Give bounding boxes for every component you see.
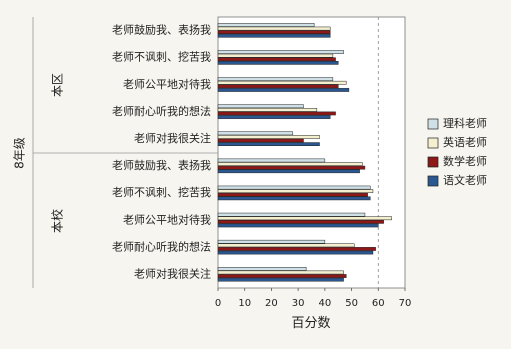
bar: [217, 57, 336, 62]
category-label: 老师鼓励我、表扬我: [112, 158, 211, 172]
category-label: 老师不讽刺、挖苦我: [112, 50, 211, 64]
bar: [217, 111, 336, 116]
bar: [217, 108, 318, 112]
bar: [217, 61, 339, 65]
category-label: 老师不讽刺、挖苦我: [112, 185, 211, 199]
bars-layer: [217, 17, 392, 288]
bar: [217, 247, 376, 251]
bar: [217, 189, 374, 194]
group-label-district: 本区: [51, 73, 65, 97]
bar: [217, 165, 366, 170]
bar: [217, 196, 371, 201]
group-axis-label: 8年级: [13, 137, 27, 169]
bar: [217, 185, 371, 190]
x-tick-label: 50: [345, 298, 358, 309]
bar: [217, 270, 344, 275]
category-label: 老师对我很关注: [134, 131, 211, 145]
x-tick-label: 60: [372, 298, 385, 309]
category-label: 老师耐心听我的想法: [112, 239, 211, 253]
legend-label: 数学老师: [443, 154, 487, 168]
bar: [217, 135, 320, 139]
legend-swatch: [427, 175, 439, 187]
bar: [217, 162, 363, 166]
ticks-layer: 0 10 20 30 40 50 60 70: [215, 288, 412, 309]
bar: [217, 80, 347, 85]
legend-swatch: [427, 118, 439, 130]
bar: [217, 250, 374, 255]
bar: [217, 243, 355, 248]
bar: [217, 216, 392, 221]
bar: [217, 239, 326, 244]
bar: [217, 277, 344, 282]
x-tick-label: 70: [399, 298, 412, 309]
category-label: 老师公平地对待我: [123, 77, 211, 91]
legend-label: 理科老师: [443, 116, 487, 130]
x-tick-label: 0: [215, 298, 221, 309]
category-label: 老师鼓励我、表扬我: [112, 23, 211, 37]
bar: [217, 30, 331, 34]
bar: [217, 104, 304, 109]
bar: [217, 138, 304, 143]
bar: [217, 169, 360, 174]
legend-swatch: [427, 156, 439, 168]
bar: [217, 192, 368, 197]
bar: [217, 50, 344, 54]
bar: [217, 26, 331, 31]
bar: [217, 142, 320, 147]
x-tick-label: 10: [238, 298, 251, 309]
category-label: 老师公平地对待我: [123, 212, 211, 226]
bar: [217, 158, 326, 163]
category-label: 老师对我很关注: [134, 266, 211, 280]
bar: [217, 212, 366, 217]
group-label-school: 本校: [50, 209, 65, 233]
legend-label: 英语老师: [443, 135, 487, 149]
bar: [217, 88, 350, 92]
bar: [217, 223, 379, 228]
bar: [217, 267, 307, 271]
bar: [217, 220, 384, 224]
category-labels: 老师鼓励我、表扬我老师不讽刺、挖苦我老师公平地对待我老师耐心听我的想法老师对我很…: [112, 23, 211, 281]
category-label: 老师耐心听我的想法: [112, 104, 211, 118]
bar: [217, 33, 331, 38]
bar: [217, 84, 339, 89]
legend-swatch: [427, 137, 439, 149]
x-tick-label: 30: [292, 298, 305, 309]
bar: [217, 77, 334, 82]
legend-label: 语文老师: [443, 173, 487, 187]
x-tick-label: 40: [318, 298, 331, 309]
x-tick-label: 20: [265, 298, 278, 309]
bar: [217, 274, 347, 278]
bar: [217, 131, 294, 136]
x-axis-label: 百分数: [291, 316, 330, 331]
bar: [217, 115, 331, 119]
bar: [217, 23, 315, 27]
bar: [217, 53, 334, 58]
